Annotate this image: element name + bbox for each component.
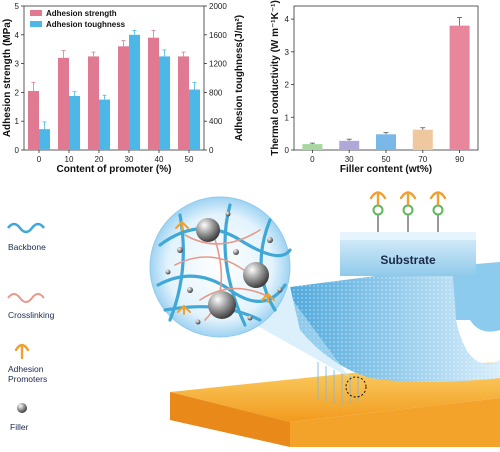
- promoter-icon: [14, 343, 30, 360]
- bar-strength: [58, 57, 69, 151]
- bar-thermal: [449, 25, 470, 150]
- y2-tick-label: 0: [209, 146, 214, 155]
- crosslink-icon: [7, 293, 45, 303]
- y-tick-label: 0: [15, 146, 20, 155]
- promoter-head: [399, 191, 417, 206]
- x-tick-label: 20: [95, 155, 104, 164]
- y-tick-label: 2: [285, 81, 290, 90]
- y-tick-label: 1: [15, 117, 20, 126]
- bar-toughness: [129, 34, 140, 150]
- legend-swatch-strength: [30, 10, 42, 16]
- legend-filler: Filler: [10, 422, 29, 432]
- promoter-head: [429, 191, 447, 206]
- y-tick-label: 4: [15, 31, 20, 40]
- x-tick-label: 30: [345, 155, 354, 164]
- chart1-y2-label: Adhesion toughness(J/m²): [234, 15, 245, 141]
- adhesive-fibrils: [317, 362, 359, 405]
- y-tick-label: 3: [285, 48, 290, 57]
- chart2-y-label: Thermal conductivity (W m⁻¹K⁻¹): [270, 0, 281, 156]
- bar-strength: [148, 37, 159, 150]
- legend-crosslinking: Crosslinking: [8, 310, 55, 320]
- bar-strength: [178, 56, 189, 150]
- chart2-x-label: Filler content (wt%): [340, 164, 432, 175]
- adhesive-sheet-texture: [290, 266, 500, 382]
- schematic-legend: Backbone Crosslinking Adhesion Promoters …: [7, 222, 55, 432]
- y-tick-label: 0: [285, 146, 290, 155]
- promoter-ring: [402, 204, 414, 216]
- chart1-right-ticks: 0 400 800 1200 1600 2000: [204, 2, 227, 155]
- bar-strength: [118, 46, 129, 150]
- bar-toughness: [39, 129, 50, 150]
- chart2-bars: [302, 17, 470, 150]
- chart1-bars: [28, 30, 200, 151]
- y2-tick-label: 1200: [209, 60, 227, 69]
- y-tick-label: 3: [15, 60, 20, 69]
- chart2-y-ticks: 0 1 2 3 4: [285, 15, 294, 155]
- chart1-plot-frame: [23, 5, 205, 151]
- substrate-promoters: [369, 191, 447, 232]
- network-promoters: [175, 220, 275, 315]
- x-tick-label: 70: [418, 155, 427, 164]
- x-tick-label: 0: [310, 155, 315, 164]
- legend-swatch-toughness: [30, 21, 42, 27]
- filler-icon: [17, 403, 27, 413]
- y2-tick-label: 2000: [209, 2, 227, 11]
- adhesion-chart: 0 1 2 3 4 5 0 400 800 1200 1600 2000 0 10 20 30 40 50 A…: [2, 2, 245, 175]
- bar-thermal: [302, 144, 323, 150]
- promoter-ring: [372, 204, 384, 216]
- promoter-head: [369, 191, 387, 206]
- x-tick-label: 30: [125, 155, 134, 164]
- y2-tick-label: 400: [209, 117, 223, 126]
- thermal-chart: 0 1 2 3 4 0 30 50 70 90 Filler content (wt%) The…: [270, 0, 479, 175]
- bar-toughness: [159, 56, 170, 150]
- backbone-icon: [7, 222, 45, 234]
- promoter-ring: [432, 204, 444, 216]
- zoom-circle: [345, 376, 367, 398]
- x-tick-label: 0: [37, 155, 42, 164]
- base-slab-front: [290, 398, 500, 447]
- bar-strength: [88, 56, 99, 150]
- chart1-x-ticks: 0 10 20 30 40 50: [37, 150, 194, 164]
- bar-thermal: [412, 129, 433, 150]
- substrate-top: [340, 232, 476, 240]
- legend-promoter: Adhesion Promoters: [8, 364, 47, 384]
- y-tick-label: 4: [285, 15, 290, 24]
- bar-thermal: [376, 134, 396, 150]
- base-slab-side: [170, 392, 290, 447]
- bar-toughness: [189, 89, 200, 150]
- bar-toughness: [99, 99, 110, 150]
- legend-backbone: Backbone: [8, 242, 46, 252]
- schematic: Substrate Backbone Crosslinking Adhesion…: [7, 191, 500, 447]
- chart2-x-ticks: 0 30 50 70 90: [310, 150, 465, 164]
- x-tick-label: 40: [155, 155, 164, 164]
- bar-strength: [28, 90, 39, 150]
- bar-toughness: [69, 96, 80, 150]
- y-tick-label: 1: [285, 113, 290, 122]
- substrate-label: Substrate: [380, 253, 436, 267]
- chart1-y-label: Adhesion strength (MPa): [2, 19, 13, 137]
- chart1-legend: Adhesion strength Adhesion toughness: [30, 9, 126, 29]
- y-tick-label: 5: [15, 2, 20, 11]
- adhesive-sheet-edge: [452, 262, 500, 332]
- y-tick-label: 2: [15, 88, 20, 97]
- substrate-block: [340, 240, 476, 276]
- legend-label-strength: Adhesion strength: [46, 9, 117, 18]
- x-tick-label: 50: [382, 155, 391, 164]
- bar-thermal: [339, 140, 360, 150]
- legend-label-toughness: Adhesion toughness: [46, 20, 126, 29]
- filler-particles: [165, 211, 283, 325]
- y2-tick-label: 1600: [209, 31, 227, 40]
- chart1-x-label: Content of promoter (%): [57, 164, 172, 175]
- x-tick-label: 10: [65, 155, 74, 164]
- x-tick-label: 50: [185, 155, 194, 164]
- y2-tick-label: 800: [209, 88, 223, 97]
- x-tick-label: 90: [455, 155, 464, 164]
- chart1-left-ticks: 0 1 2 3 4 5: [15, 2, 24, 155]
